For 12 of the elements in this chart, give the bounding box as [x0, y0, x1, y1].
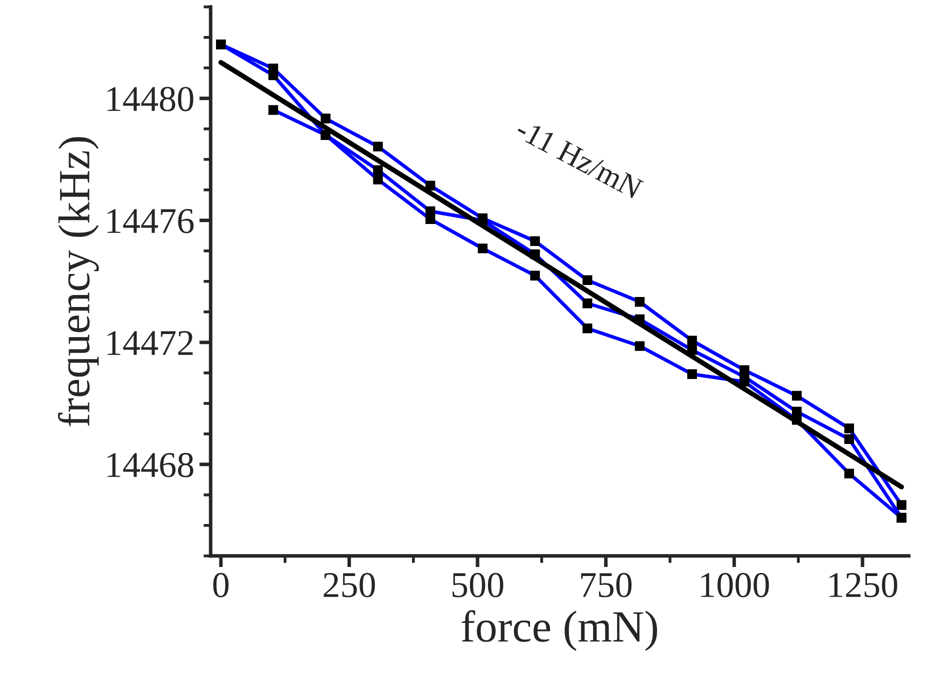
y-tick-label: 14468	[108, 452, 194, 478]
x-tick-label: 1000	[701, 572, 769, 598]
y-axis-title: frequency (kHz)	[58, 137, 99, 426]
y-tick-label: 14472	[108, 331, 193, 355]
x-tick-label: 250	[324, 572, 375, 598]
y-tick-label: 14480	[108, 86, 194, 112]
y-tick-label: 14476	[108, 209, 194, 234]
x-tick-label: 750	[581, 572, 632, 598]
x-axis-title: force (mN)	[462, 610, 658, 651]
x-tick-label: 1250	[830, 572, 898, 598]
x-tick-label: 0	[213, 572, 229, 598]
x-tick-label: 500	[452, 572, 504, 598]
